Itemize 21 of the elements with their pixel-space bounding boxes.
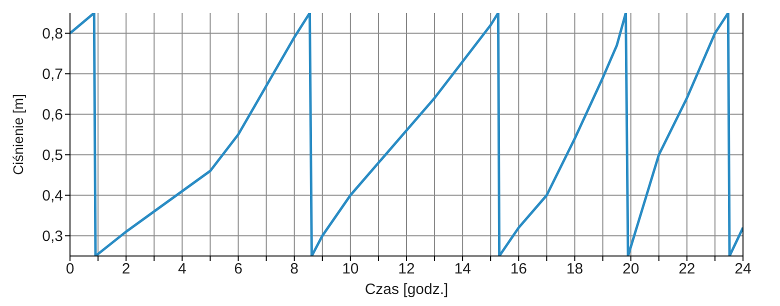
x-tick-label: 14 <box>454 260 471 278</box>
x-axis-title: Czas [godz.] <box>364 281 448 298</box>
x-tick-label: 2 <box>122 260 130 278</box>
x-tick-label: 12 <box>398 260 415 278</box>
y-tick-label: 0,3 <box>42 228 63 246</box>
x-tick-label: 10 <box>342 260 359 278</box>
x-tick-label: 24 <box>734 260 752 278</box>
x-tick-label: 22 <box>678 260 696 278</box>
x-tick-label: 18 <box>566 260 584 278</box>
x-tick-label: 16 <box>510 260 528 278</box>
y-tick-label: 0,5 <box>42 147 63 164</box>
y-tick-label: 0,4 <box>42 188 63 205</box>
y-tick-label: 0,6 <box>42 106 63 124</box>
x-tick-label: 20 <box>622 260 640 278</box>
y-axis-title: Ciśnienie [m] <box>10 94 26 175</box>
x-tick-label: 8 <box>290 260 299 278</box>
x-tick-label: 6 <box>234 260 242 278</box>
y-tick-label: 0,7 <box>42 66 63 84</box>
y-tick-label: 0,8 <box>42 26 63 43</box>
x-tick-label: 0 <box>66 260 74 278</box>
x-tick-label: 4 <box>178 260 186 278</box>
